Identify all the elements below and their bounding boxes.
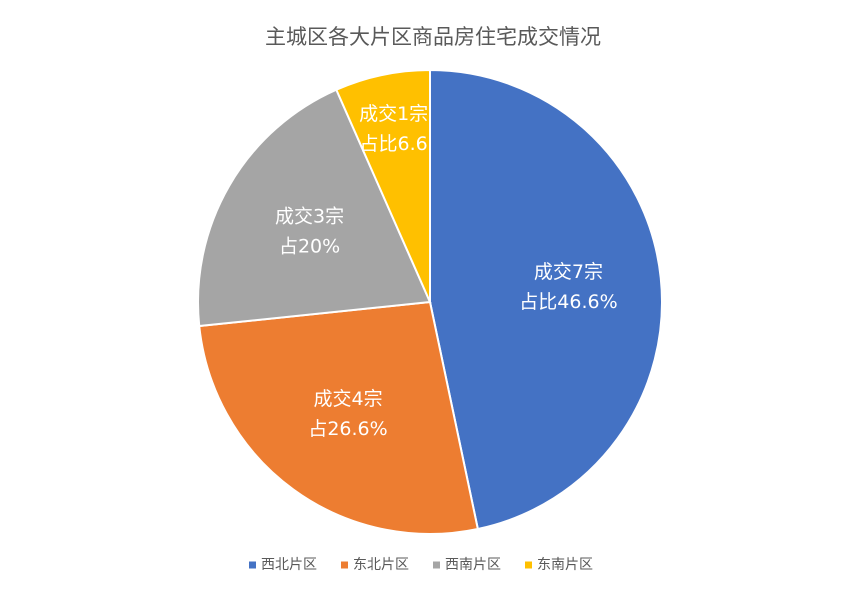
data-label: 成交4宗 <box>313 388 382 410</box>
legend-label: 东北片区 <box>353 557 409 573</box>
data-label: 占比46.6% <box>519 291 617 313</box>
data-label: 占26.6% <box>308 418 387 440</box>
pie-slice <box>197 88 432 328</box>
data-label: 占20% <box>279 236 340 258</box>
data-label: 占比6.6 <box>360 133 428 155</box>
legend-swatch <box>433 561 440 569</box>
data-label: 成交3宗 <box>275 206 344 228</box>
data-label: 成交7宗 <box>534 261 603 283</box>
legend-label: 西南片区 <box>445 557 501 573</box>
legend-label: 东南片区 <box>537 557 593 573</box>
data-label: 成交1宗 <box>359 103 428 125</box>
legend-label: 西北片区 <box>261 557 317 573</box>
pie-slice <box>429 68 663 531</box>
legend-swatch <box>525 561 532 569</box>
pie-slice <box>335 68 431 303</box>
legend-swatch <box>249 561 256 569</box>
legend-swatch <box>341 561 348 569</box>
pie-slice <box>198 300 480 535</box>
chart-title: 主城区各大片区商品房住宅成交情况 <box>265 25 601 49</box>
